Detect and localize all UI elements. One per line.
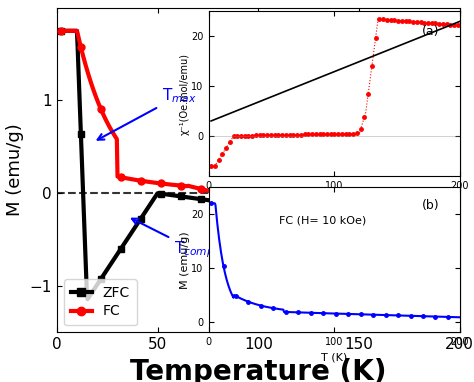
Legend: ZFC, FC: ZFC, FC [64, 279, 137, 325]
Y-axis label: M (emu/g): M (emu/g) [6, 124, 24, 216]
ZFC [359, 192, 365, 196]
FC [161, 181, 166, 186]
ZFC [239, 192, 245, 196]
FC [294, 190, 300, 194]
FC [128, 177, 134, 181]
ZFC [294, 192, 300, 196]
Y-axis label: M (emu/g): M (emu/g) [180, 231, 190, 288]
Text: T$_{comp}$: T$_{comp}$ [132, 219, 214, 260]
FC [457, 190, 463, 194]
Text: T$_{max}$: T$_{max}$ [98, 86, 196, 140]
X-axis label: T (K): T (K) [321, 196, 347, 206]
ZFC [457, 192, 463, 196]
FC [239, 190, 245, 194]
Line: FC: FC [57, 28, 463, 196]
FC [58, 29, 64, 33]
FC [359, 190, 365, 194]
X-axis label: T (K): T (K) [321, 353, 347, 363]
Text: (a): (a) [422, 24, 439, 37]
ZFC [85, 297, 91, 301]
ZFC [58, 29, 64, 33]
FC [325, 190, 331, 194]
FC [215, 191, 220, 195]
ZFC [161, 192, 167, 196]
Line: ZFC: ZFC [57, 28, 463, 303]
Text: FC (H= 10 kOe): FC (H= 10 kOe) [279, 215, 366, 225]
X-axis label: Temperature (K): Temperature (K) [130, 358, 387, 382]
Y-axis label: χ⁻¹(Oe.mol/emu): χ⁻¹(Oe.mol/emu) [180, 53, 190, 134]
ZFC [325, 192, 331, 196]
ZFC [129, 230, 135, 234]
Text: (b): (b) [422, 199, 440, 212]
